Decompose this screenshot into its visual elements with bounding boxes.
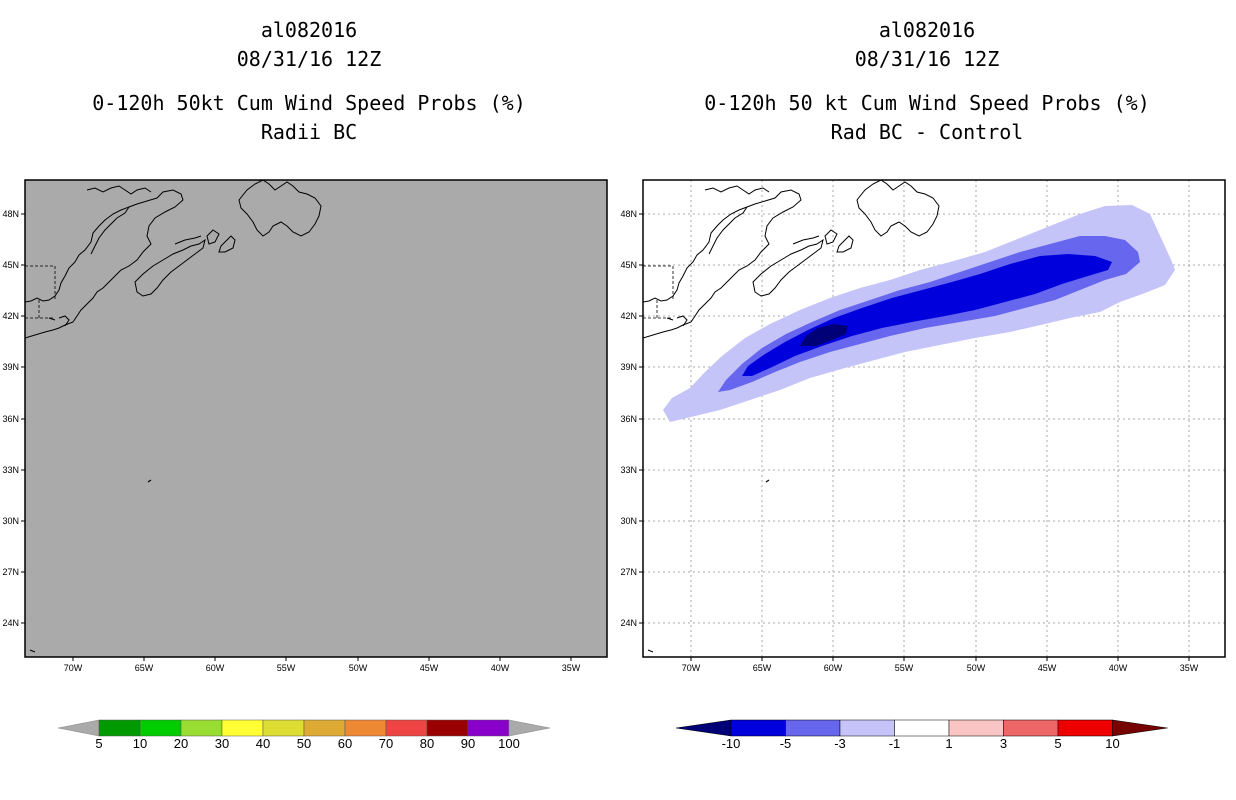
right-product-title: 0-120h 50 kt Cum Wind Speed Probs (%) <box>704 91 1150 115</box>
prob-diff-level-4 <box>800 324 848 346</box>
lat-label: 24N <box>620 618 637 628</box>
colorbar-swatch <box>467 719 510 737</box>
colorbar-label: 90 <box>461 736 475 751</box>
lon-label: 45W <box>420 663 439 673</box>
colorbar-swatch <box>785 719 841 737</box>
colorbar-label: 10 <box>133 736 147 751</box>
lon-label: 70W <box>64 663 83 673</box>
left-map-background <box>25 180 607 657</box>
lon-label: 70W <box>682 663 701 673</box>
colorbar-label: 100 <box>498 736 520 751</box>
left-colorbar: 5 10 20 30 40 50 60 70 80 90 100 <box>57 719 551 751</box>
colorbar-label: 80 <box>420 736 434 751</box>
colorbar-label: -3 <box>834 736 846 751</box>
colorbar-swatch <box>385 719 428 737</box>
left-lon-axis: 70W 65W 60W 55W 50W 45W 40W 35W <box>64 657 581 673</box>
colorbar-label: -1 <box>889 736 901 751</box>
right-gridlines <box>643 180 1225 657</box>
right-storm-id: al082016 <box>878 18 976 42</box>
lat-label: 48N <box>2 209 19 219</box>
left-lat-axis: 48N 45N 42N 39N 36N 33N 30N 27N 24N <box>2 209 25 628</box>
colorbar-low-triangle <box>57 719 100 737</box>
colorbar-low-triangle <box>675 719 732 737</box>
colorbar-label: 10 <box>1105 736 1119 751</box>
colorbar-swatch <box>262 719 305 737</box>
lon-label: 55W <box>895 663 914 673</box>
lat-label: 45N <box>620 260 637 270</box>
colorbar-label: -10 <box>722 736 741 751</box>
right-lat-axis: 48N 45N 42N 39N 36N 33N 30N 27N 24N <box>620 209 643 628</box>
left-datetime: 08/31/16 12Z <box>236 47 382 71</box>
colorbar-swatch <box>894 719 950 737</box>
left-product-title: 0-120h 50kt Cum Wind Speed Probs (%) <box>92 91 526 115</box>
colorbar-swatch <box>98 719 141 737</box>
lon-label: 55W <box>277 663 296 673</box>
lon-label: 40W <box>1109 663 1128 673</box>
lat-label: 48N <box>620 209 637 219</box>
right-subtitle: Rad BC - Control <box>830 120 1024 144</box>
colorbar-swatch <box>426 719 469 737</box>
lat-label: 33N <box>2 465 19 475</box>
colorbar-swatch <box>139 719 182 737</box>
colorbar-swatch <box>303 719 346 737</box>
lat-label: 36N <box>2 414 19 424</box>
colorbar-label: 30 <box>215 736 229 751</box>
lon-label: 40W <box>491 663 510 673</box>
lon-label: 65W <box>753 663 772 673</box>
colorbar-swatch <box>180 719 223 737</box>
colorbar-label: 70 <box>379 736 393 751</box>
right-lon-axis: 70W 65W 60W 55W 50W 45W 40W 35W <box>682 657 1199 673</box>
lat-label: 33N <box>620 465 637 475</box>
right-datetime: 08/31/16 12Z <box>854 47 1000 71</box>
colorbar-high-triangle <box>1112 719 1168 737</box>
colorbar-label: 40 <box>256 736 270 751</box>
lat-label: 42N <box>620 311 637 321</box>
lat-label: 27N <box>620 567 637 577</box>
colorbar-swatch <box>948 719 1004 737</box>
lat-label: 30N <box>2 516 19 526</box>
colorbar-swatch <box>1057 719 1113 737</box>
lat-label: 42N <box>2 311 19 321</box>
lat-label: 39N <box>2 362 19 372</box>
left-storm-id: al082016 <box>260 18 358 42</box>
lon-label: 65W <box>135 663 154 673</box>
lon-label: 50W <box>967 663 986 673</box>
lat-label: 36N <box>620 414 637 424</box>
colorbar-label: 1 <box>945 736 952 751</box>
lat-label: 27N <box>2 567 19 577</box>
lon-label: 60W <box>206 663 225 673</box>
colorbar-label: 3 <box>1000 736 1007 751</box>
lat-label: 45N <box>2 260 19 270</box>
lon-label: 35W <box>562 663 581 673</box>
lon-label: 50W <box>349 663 368 673</box>
colorbar-label: -5 <box>780 736 792 751</box>
right-map-panel: 48N 45N 42N 39N 36N 33N 30N 27N 24N 70W 65W 60W 55W… <box>620 179 1226 673</box>
colorbar-swatch <box>344 719 387 737</box>
colorbar-label: 5 <box>1054 736 1061 751</box>
right-colorbar: -10 -5 -3 -1 1 3 5 10 <box>675 719 1168 751</box>
left-subtitle: Radii BC <box>260 120 358 144</box>
lon-label: 35W <box>1180 663 1199 673</box>
lon-label: 60W <box>824 663 843 673</box>
lat-label: 30N <box>620 516 637 526</box>
colorbar-swatch <box>730 719 786 737</box>
colorbar-high-triangle <box>508 719 551 737</box>
colorbar-label: 20 <box>174 736 188 751</box>
left-map-panel: 48N 45N 42N 39N 36N 33N 30N 27N 24N 70W 65W 60W 55W… <box>2 179 608 673</box>
colorbar-label: 60 <box>338 736 352 751</box>
lon-label: 45W <box>1038 663 1057 673</box>
lat-label: 39N <box>620 362 637 372</box>
colorbar-label: 50 <box>297 736 311 751</box>
colorbar-label: 5 <box>95 736 102 751</box>
prob-diff-level-3 <box>742 254 1112 376</box>
lat-label: 24N <box>2 618 19 628</box>
colorbar-swatch <box>839 719 895 737</box>
colorbar-swatch <box>221 719 264 737</box>
colorbar-swatch <box>1003 719 1059 737</box>
